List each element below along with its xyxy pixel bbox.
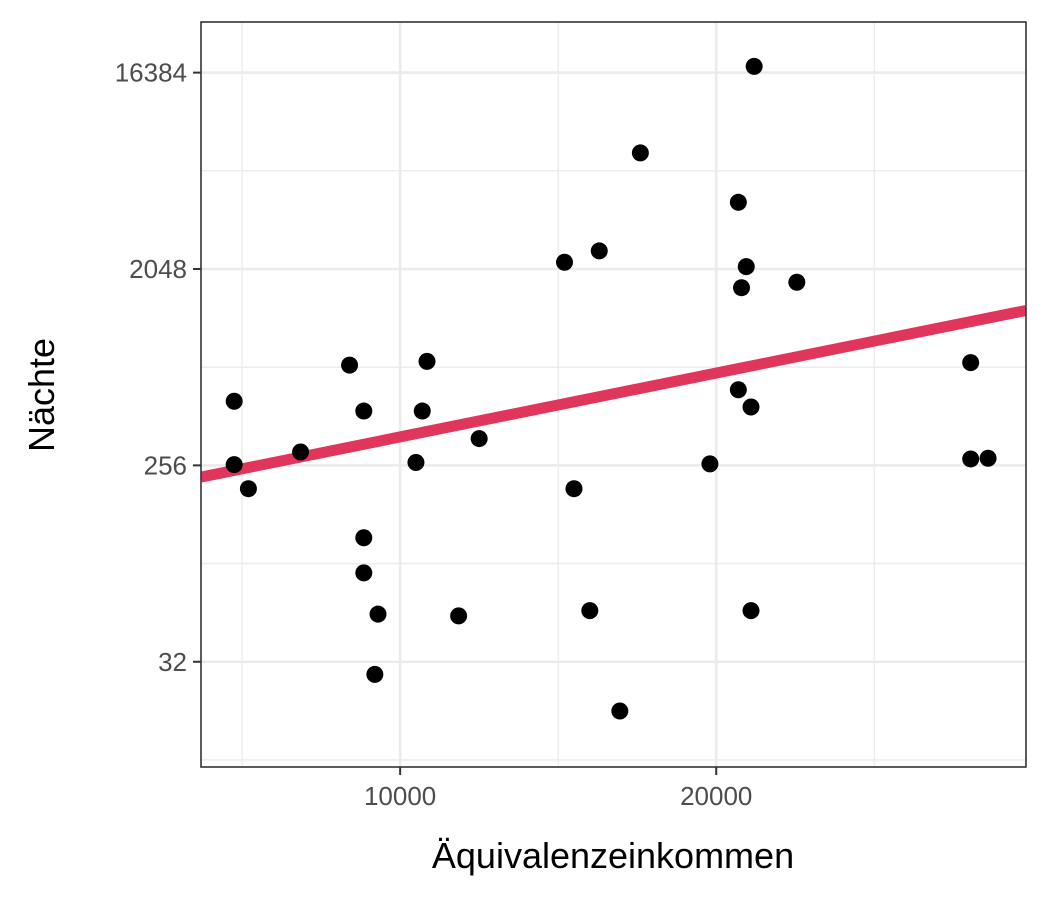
y-axis-title: Nächte: [21, 338, 62, 452]
y-tick-label: 256: [144, 450, 187, 480]
data-point: [292, 443, 310, 461]
data-point: [418, 352, 436, 370]
x-axis-title: Äquivalenzeinkommen: [432, 835, 794, 876]
data-point: [631, 144, 649, 162]
data-point: [450, 607, 468, 625]
data-point: [742, 398, 760, 416]
data-point: [355, 402, 373, 420]
data-point: [962, 354, 980, 372]
data-point: [556, 253, 574, 271]
panel-border: [200, 21, 1027, 768]
data-point: [565, 480, 583, 498]
data-point: [355, 564, 373, 582]
data-point: [590, 242, 608, 260]
trend-line: [201, 305, 1026, 483]
points-layer: [225, 57, 997, 720]
x-tick-label: 10000: [364, 781, 436, 811]
data-point: [341, 356, 359, 374]
y-tick-label: 32: [158, 647, 187, 677]
data-point: [979, 449, 997, 467]
data-point: [225, 456, 243, 474]
data-point: [701, 455, 719, 473]
data-point: [413, 402, 431, 420]
data-point: [733, 279, 751, 297]
y-tick-label: 16384: [115, 58, 187, 88]
data-point: [611, 702, 629, 720]
data-point: [366, 665, 384, 683]
data-point: [742, 602, 760, 620]
data-point: [729, 381, 747, 399]
data-point: [962, 450, 980, 468]
data-point: [239, 480, 257, 498]
data-point: [729, 193, 747, 211]
data-point: [737, 258, 755, 276]
data-point: [225, 392, 243, 410]
data-point: [470, 430, 488, 448]
data-point: [407, 453, 425, 471]
data-point: [369, 605, 387, 623]
data-point: [788, 273, 806, 291]
data-point: [581, 602, 599, 620]
data-point: [355, 529, 373, 547]
axis-layer: 10000 20000 32 256 2048 16384: [115, 58, 753, 811]
data-point: [745, 57, 763, 75]
y-tick-label: 2048: [129, 254, 187, 284]
trend-layer: [201, 305, 1026, 483]
grid-layer: [201, 22, 1026, 767]
x-tick-label: 20000: [680, 781, 752, 811]
